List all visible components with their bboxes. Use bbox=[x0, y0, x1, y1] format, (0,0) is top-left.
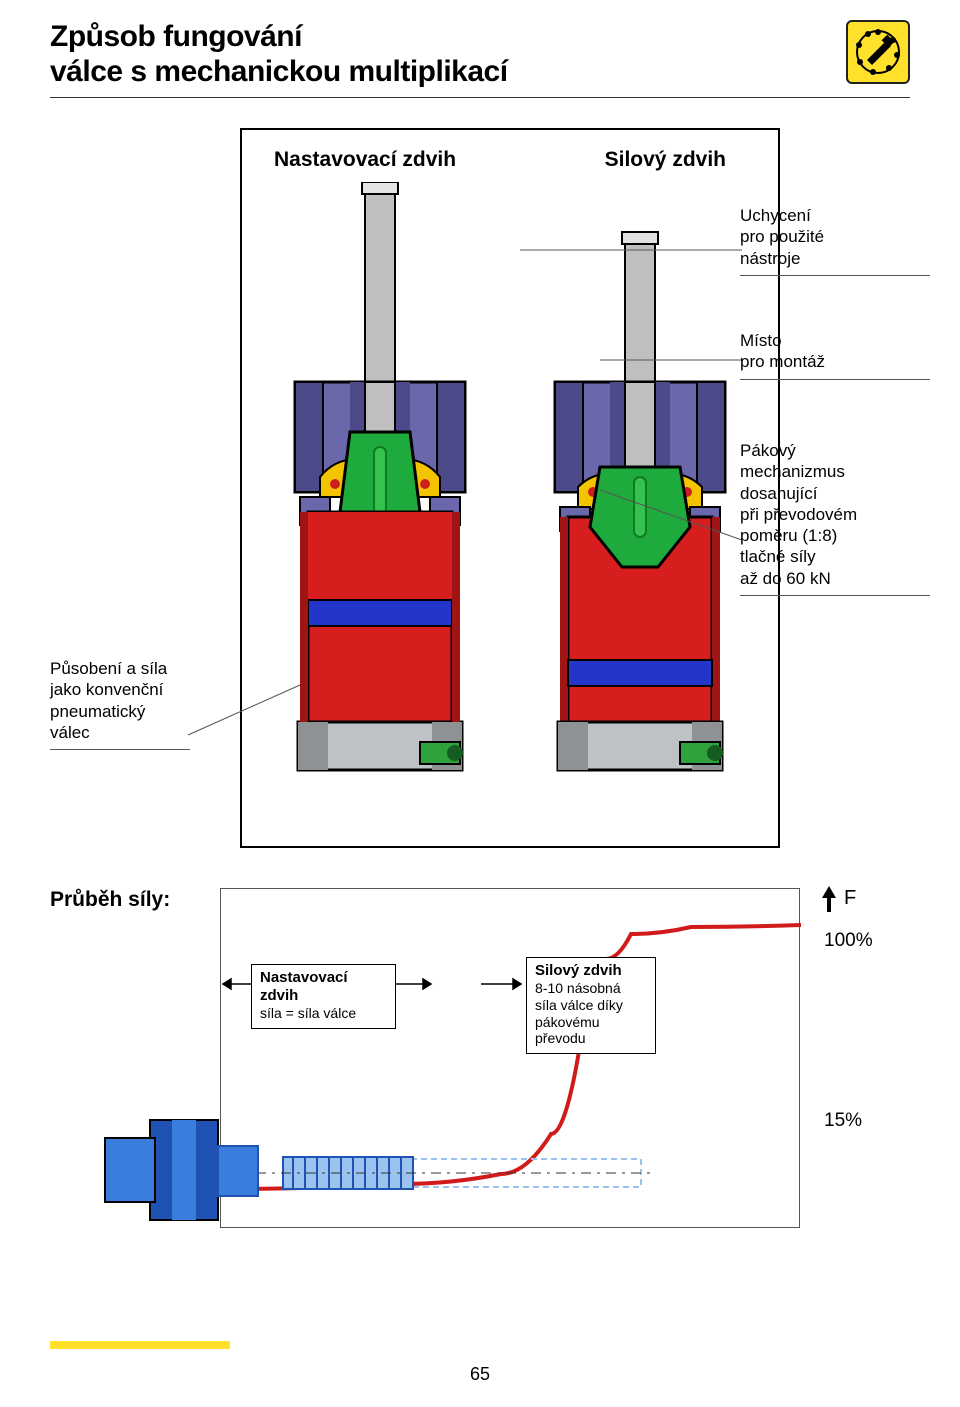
diagram-left-title: Nastavovací zdvih bbox=[274, 148, 456, 172]
diagram-right-title: Silový zdvih bbox=[605, 148, 726, 172]
pct-15: 15% bbox=[824, 1110, 862, 1132]
callout-attachment: Uchycení pro použité nástroje bbox=[740, 205, 930, 276]
callout-conventional: Působení a síla jako konvenční pneumatic… bbox=[50, 658, 190, 750]
callout-attachment-text: Uchycení pro použité nástroje bbox=[740, 205, 930, 269]
cylinder-left bbox=[270, 182, 490, 792]
cylinder-pair bbox=[264, 182, 756, 792]
cylinder-diagram: Nastavovací zdvih Silový zdvih bbox=[240, 128, 780, 848]
title-line-1: Způsob fungování bbox=[50, 20, 508, 55]
callout-conventional-text: Působení a síla jako konvenční pneumatic… bbox=[50, 658, 190, 743]
cylinder-right bbox=[530, 182, 750, 792]
page-title: Způsob fungování válce s mechanickou mul… bbox=[50, 20, 508, 89]
page-header: Způsob fungování válce s mechanickou mul… bbox=[50, 20, 910, 98]
callout-mounting-text: Místo pro montáž bbox=[740, 330, 930, 373]
pct-100: 100% bbox=[824, 930, 873, 952]
force-chart-section: Průběh síly: F bbox=[50, 888, 910, 1268]
footer-accent bbox=[50, 1341, 230, 1349]
callout-lever-text: Pákový mechanizmus dosahující při převod… bbox=[740, 440, 930, 589]
title-line-2: válce s mechanickou multiplikací bbox=[50, 55, 508, 90]
page-number: 65 bbox=[470, 1364, 490, 1385]
callout-mounting: Místo pro montáž bbox=[740, 330, 930, 380]
callout-lever: Pákový mechanizmus dosahující při převod… bbox=[740, 440, 930, 596]
brand-logo bbox=[846, 20, 910, 84]
